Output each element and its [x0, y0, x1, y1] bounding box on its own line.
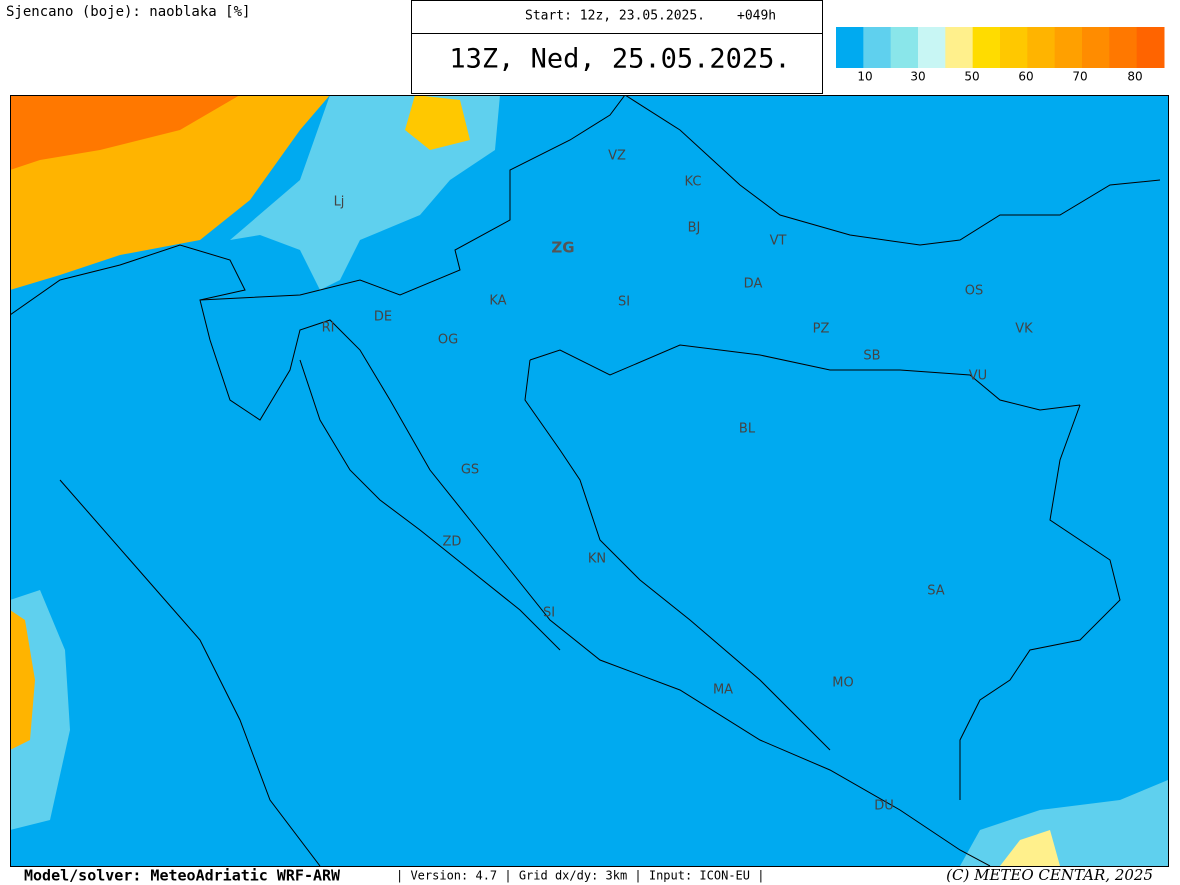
place-label: PZ — [813, 322, 830, 337]
cloud-area — [405, 95, 470, 150]
place-label: OS — [965, 284, 983, 299]
legend-swatch — [945, 27, 974, 68]
place-label: ZG — [551, 239, 574, 257]
cloud-area — [10, 95, 240, 170]
place-label: DA — [744, 277, 763, 292]
legend-label: 70 — [1072, 70, 1087, 84]
cloud-area — [1000, 830, 1060, 866]
legend-swatch — [1027, 27, 1056, 68]
legend-swatch — [972, 27, 1001, 68]
start-time: Start: 12z, 23.05.2025. — [525, 9, 705, 24]
footer-info: | Version: 4.7 | Grid dx/dy: 3km | Input… — [396, 869, 764, 883]
place-label: SA — [927, 584, 944, 599]
legend-swatch — [836, 27, 864, 68]
legend-swatch — [890, 27, 919, 68]
place-label: DE — [374, 310, 392, 325]
legend-swatch — [918, 27, 946, 68]
place-label: OG — [438, 333, 458, 348]
map-frame — [10, 95, 1169, 867]
place-label: SB — [863, 349, 880, 364]
place-label: BJ — [688, 221, 701, 236]
place-label: SI — [543, 606, 555, 621]
place-label: VZ — [608, 149, 626, 164]
header-box — [411, 0, 823, 94]
footer-copyright: (C) METEO CENTAR, 2025 — [946, 866, 1153, 884]
place-label: ZD — [443, 535, 462, 550]
map — [10, 95, 1168, 866]
place-label: VU — [969, 369, 987, 384]
place-label: RI — [322, 321, 335, 336]
place-label: SI — [618, 295, 630, 310]
place-label: VT — [770, 234, 787, 249]
legend-swatch — [1136, 27, 1165, 68]
legend-label: 60 — [1018, 70, 1033, 84]
legend-swatch — [1109, 27, 1138, 68]
place-label: DU — [874, 799, 894, 814]
footer-model: Model/solver: MeteoAdriatic WRF-ARW — [24, 867, 341, 885]
caption: Sjencano (boje): naoblaka [%] — [6, 4, 250, 20]
place-label: BL — [739, 422, 756, 437]
valid-time: 13Z, Ned, 25.05.2025. — [449, 44, 790, 75]
legend-label: 50 — [964, 70, 979, 84]
cloud-area — [960, 780, 1168, 866]
place-label: Lj — [334, 195, 345, 210]
place-label: KC — [685, 175, 702, 190]
place-label: MO — [832, 676, 853, 691]
legend: 10 30 50 60 70 80 — [836, 27, 1165, 84]
legend-swatch — [1054, 27, 1083, 68]
place-label: VK — [1015, 322, 1033, 337]
legend-swatch — [1000, 27, 1028, 68]
place-label: KA — [489, 294, 506, 309]
place-labels: VZ KC BJ VT ZG DA OS KA SI DE RI PZ VK OG SB VU BL GS ZD KN… — [322, 149, 1034, 814]
lead-time: +049h — [737, 9, 776, 24]
borders — [10, 95, 1161, 866]
cloud-area — [10, 610, 35, 750]
place-label: MA — [713, 683, 733, 698]
legend-label: 30 — [910, 70, 925, 84]
legend-label: 80 — [1127, 70, 1142, 84]
place-label: KN — [588, 552, 606, 567]
legend-label: 10 — [857, 70, 872, 84]
legend-swatch — [1082, 27, 1110, 68]
legend-swatch — [863, 27, 892, 68]
place-label: GS — [461, 463, 479, 478]
